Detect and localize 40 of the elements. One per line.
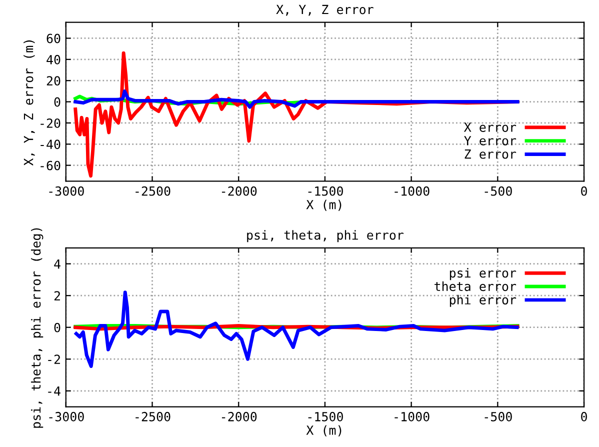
y-axis-title: X, Y, Z error (m) bbox=[24, 40, 35, 166]
x-tick-label: 0 bbox=[581, 412, 587, 422]
x-tick-label: -1000 bbox=[394, 412, 430, 422]
x-tick-label: -2500 bbox=[136, 186, 170, 196]
x-tick-label: -500 bbox=[484, 186, 512, 196]
x-axis-title: X (m) bbox=[306, 200, 342, 211]
x-tick-label: -1500 bbox=[308, 412, 343, 422]
legend-label: psi error bbox=[450, 268, 516, 280]
y-tick-label: 0 bbox=[54, 97, 60, 107]
x-tick-label: -1500 bbox=[308, 186, 343, 196]
legend-label: Y error bbox=[464, 136, 516, 146]
y-tick-label: -20 bbox=[40, 118, 60, 128]
chart-title: X, Y, Z error bbox=[276, 4, 374, 16]
line-series bbox=[74, 89, 520, 109]
x-tick-label: -2000 bbox=[222, 186, 257, 196]
x-tick-label: -3000 bbox=[49, 186, 84, 196]
y-tick-label: 60 bbox=[46, 34, 60, 44]
legend-label: phi error bbox=[450, 294, 516, 307]
y-tick-label: 40 bbox=[46, 54, 60, 64]
x-axis-title: X (m) bbox=[306, 425, 342, 436]
x-tick-label: -1000 bbox=[394, 186, 430, 196]
y-tick-label: -40 bbox=[40, 140, 60, 150]
legend-label: X error bbox=[464, 122, 516, 132]
legend-label: Z error bbox=[464, 149, 516, 159]
x-tick-label: -3000 bbox=[49, 412, 84, 422]
x-tick-label: -500 bbox=[484, 412, 512, 422]
y-tick-label: 0 bbox=[54, 322, 60, 332]
y-tick-label: 2 bbox=[54, 291, 60, 300]
y-tick-label: -2 bbox=[48, 354, 60, 364]
y-tick-label: -60 bbox=[40, 160, 60, 170]
chart-title: psi, theta, phi error bbox=[247, 230, 404, 242]
x-tick-label: 0 bbox=[581, 186, 587, 196]
x-tick-label: -2500 bbox=[136, 412, 170, 422]
y-axis-title: psi, theta, phi error (deg) bbox=[31, 228, 44, 428]
y-tick-label: 20 bbox=[46, 76, 60, 86]
x-tick-label: -2000 bbox=[222, 412, 257, 422]
y-tick-label: -4 bbox=[48, 386, 60, 396]
line-series bbox=[74, 290, 519, 368]
legend-label: theta error bbox=[434, 281, 516, 292]
y-tick-label: 4 bbox=[54, 259, 60, 269]
